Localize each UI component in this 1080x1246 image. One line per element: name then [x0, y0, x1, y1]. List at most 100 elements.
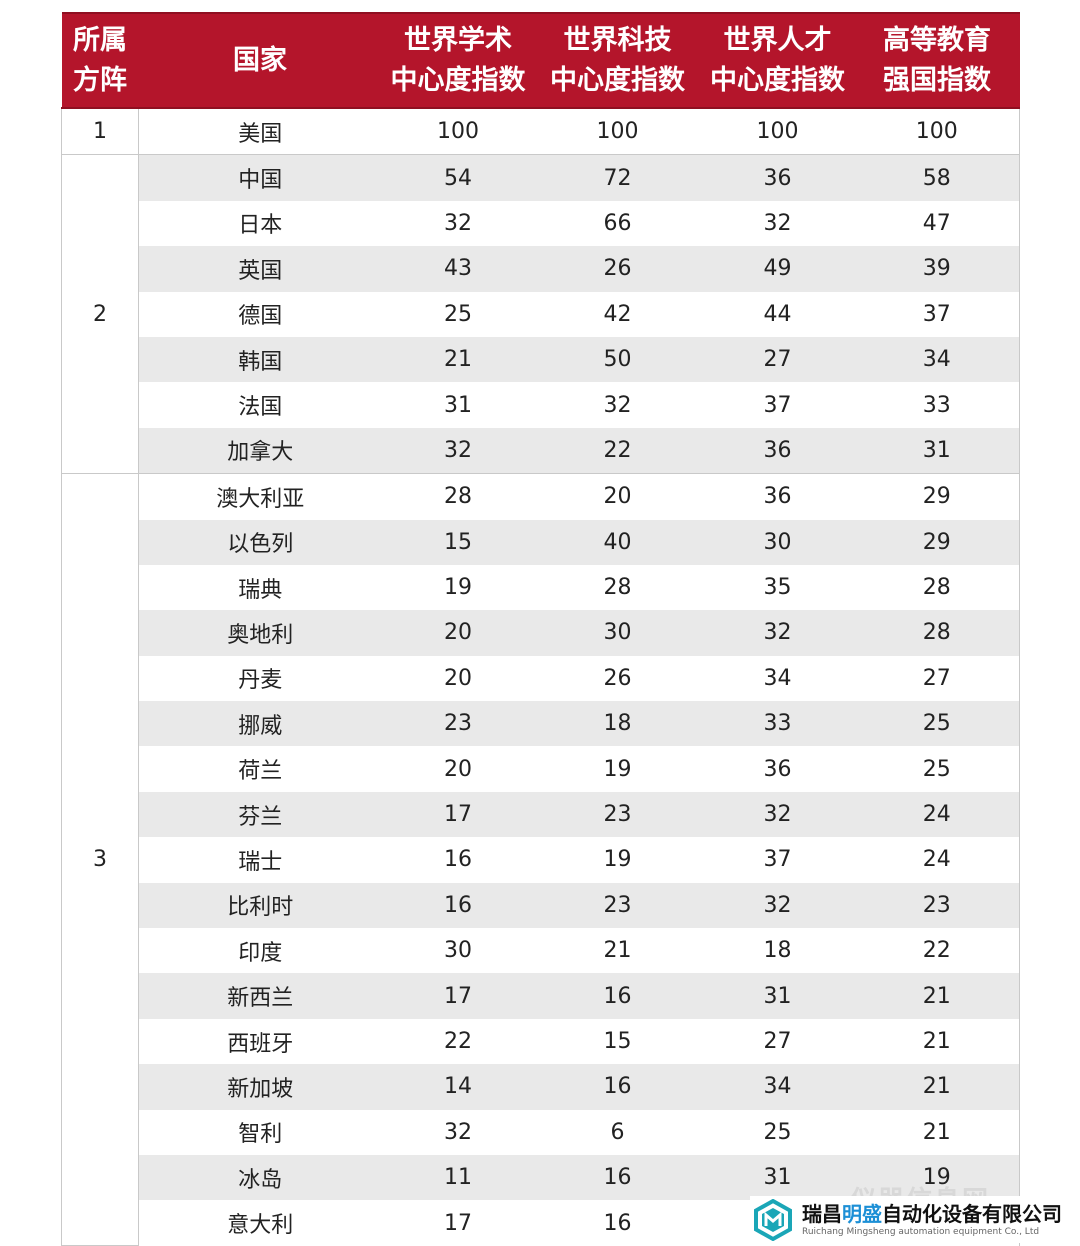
- talent-value: 100: [700, 108, 855, 156]
- table-row: 瑞典 19 28 35 28: [62, 564, 1020, 611]
- tech-value: 16: [534, 1154, 701, 1201]
- talent-value: 31: [700, 973, 855, 1019]
- academic-value: 25: [444, 301, 472, 327]
- tech-value: 23: [534, 791, 701, 838]
- education-value: 27: [854, 655, 1020, 702]
- academic-value: 11: [381, 1154, 535, 1201]
- country-cell: 瑞士: [238, 849, 283, 875]
- table-row: 韩国 21 50 27 34: [62, 336, 1020, 383]
- group-label: 1: [61, 108, 139, 156]
- country-cell: 西班牙: [227, 1031, 294, 1057]
- tech-value: 19: [603, 756, 632, 782]
- academic-value: 32: [444, 1119, 472, 1145]
- talent-value: 32: [700, 882, 855, 929]
- country-cell: 以色列: [138, 519, 382, 565]
- talent-value: 36: [700, 427, 855, 474]
- country-cell: 瑞典: [238, 577, 283, 603]
- country-cell: 冰岛: [138, 1154, 382, 1201]
- header-row: 所属 方阵 国家 世界学术 中心度指数 世界科技 中心度指数 世界人才 中心度指…: [61, 12, 1020, 109]
- talent-value: 36: [763, 756, 792, 782]
- country-cell: 加拿大: [138, 427, 382, 474]
- education-value: 21: [854, 1109, 1020, 1155]
- tech-value: 30: [534, 610, 701, 656]
- education-value: 22: [854, 928, 1020, 974]
- academic-value: 32: [444, 210, 472, 236]
- talent-value: 37: [763, 847, 792, 873]
- country-cell: 印度: [238, 940, 283, 966]
- tech-value: 23: [534, 882, 701, 929]
- country-cell: 德国: [238, 304, 283, 330]
- tech-value: 16: [603, 1210, 632, 1236]
- header-talent: 世界人才 中心度指数: [700, 12, 855, 109]
- education-value: 31: [854, 427, 1020, 474]
- talent-value: 32: [700, 791, 855, 838]
- tech-value: 21: [603, 938, 632, 964]
- talent-value: 32: [700, 610, 855, 656]
- tech-value: 72: [534, 154, 701, 201]
- table-row: 新西兰 17 16 31 21: [62, 973, 1020, 1019]
- education-value: 24: [854, 791, 1020, 838]
- table-row: 荷兰 20 19 36 25: [62, 746, 1020, 792]
- education-value: 23: [854, 882, 1020, 929]
- table-row: 德国 25 42 44 37: [62, 291, 1020, 337]
- academic-value: 17: [444, 1210, 472, 1236]
- talent-value: 36: [700, 154, 855, 201]
- education-value: 28: [854, 564, 1020, 611]
- academic-value: 17: [381, 973, 535, 1019]
- academic-value: 20: [444, 665, 472, 691]
- talent-value: 31: [700, 1154, 855, 1201]
- company-badge: 瑞昌明盛自动化设备有限公司 Ruichang Mingsheng automat…: [750, 1196, 1080, 1243]
- country-cell: 新加坡: [138, 1064, 382, 1110]
- table-row: 芬兰 17 23 32 24: [62, 791, 1020, 838]
- table-row: 比利时 16 23 32 23: [62, 882, 1020, 929]
- education-value: 25: [854, 746, 1020, 792]
- academic-value: 100: [381, 108, 535, 156]
- education-value: 19: [854, 1154, 1020, 1201]
- table-row: 2 中国 54 72 36 58: [61, 154, 1020, 475]
- talent-value: 30: [700, 519, 855, 565]
- talent-value: 36: [700, 473, 855, 520]
- academic-value: 31: [444, 392, 472, 418]
- education-value: 21: [854, 1018, 1020, 1065]
- country-cell: 意大利: [227, 1213, 294, 1239]
- country-cell: 奥地利: [138, 610, 382, 656]
- country-cell: 挪威: [138, 701, 382, 747]
- tech-value: 40: [534, 519, 701, 565]
- tech-value: 18: [534, 701, 701, 747]
- country-cell: 法国: [238, 395, 283, 421]
- group-label: 3: [61, 473, 139, 1246]
- talent-value: 33: [700, 701, 855, 747]
- country-cell: 美国: [138, 108, 382, 156]
- academic-value: 54: [381, 154, 535, 201]
- country-cell: 新西兰: [138, 973, 382, 1019]
- academic-value: 23: [381, 701, 535, 747]
- education-value: 25: [854, 701, 1020, 747]
- index-table: 所属 方阵 国家 世界学术 中心度指数 世界科技 中心度指数 世界人才 中心度指…: [61, 12, 1020, 1246]
- education-value: 24: [854, 837, 1020, 883]
- academic-value: 17: [381, 791, 535, 838]
- country-cell: 丹麦: [238, 668, 283, 694]
- academic-value: 21: [381, 336, 535, 383]
- academic-value: 30: [444, 938, 472, 964]
- table-row: 挪威 23 18 33 25: [62, 701, 1020, 747]
- tech-value: 16: [534, 1064, 701, 1110]
- talent-value: 37: [763, 392, 792, 418]
- country-cell: 智利: [238, 1122, 283, 1148]
- company-name-english: Ruichang Mingsheng automation equipment …: [802, 1226, 1040, 1237]
- table-row: 3 澳大利亚 28 20 36 29: [61, 473, 1020, 1246]
- academic-value: 43: [381, 246, 535, 292]
- table-row: 西班牙 22 15 27 21: [62, 1018, 1020, 1065]
- tech-value: 32: [603, 392, 632, 418]
- country-cell: 比利时: [138, 882, 382, 929]
- header-tech: 世界科技 中心度指数: [534, 12, 701, 109]
- company-logo-icon: [754, 1198, 792, 1241]
- tech-value: 28: [603, 575, 632, 601]
- country-cell: 荷兰: [238, 759, 283, 785]
- academic-value: 32: [381, 427, 535, 474]
- tech-value: 20: [534, 473, 701, 520]
- header-group: 所属 方阵: [61, 12, 139, 109]
- education-value: 58: [854, 154, 1020, 201]
- academic-value: 19: [444, 575, 472, 601]
- header-education: 高等教育 强国指数: [854, 12, 1020, 109]
- table-row: 新加坡 14 16 34 21: [62, 1064, 1020, 1110]
